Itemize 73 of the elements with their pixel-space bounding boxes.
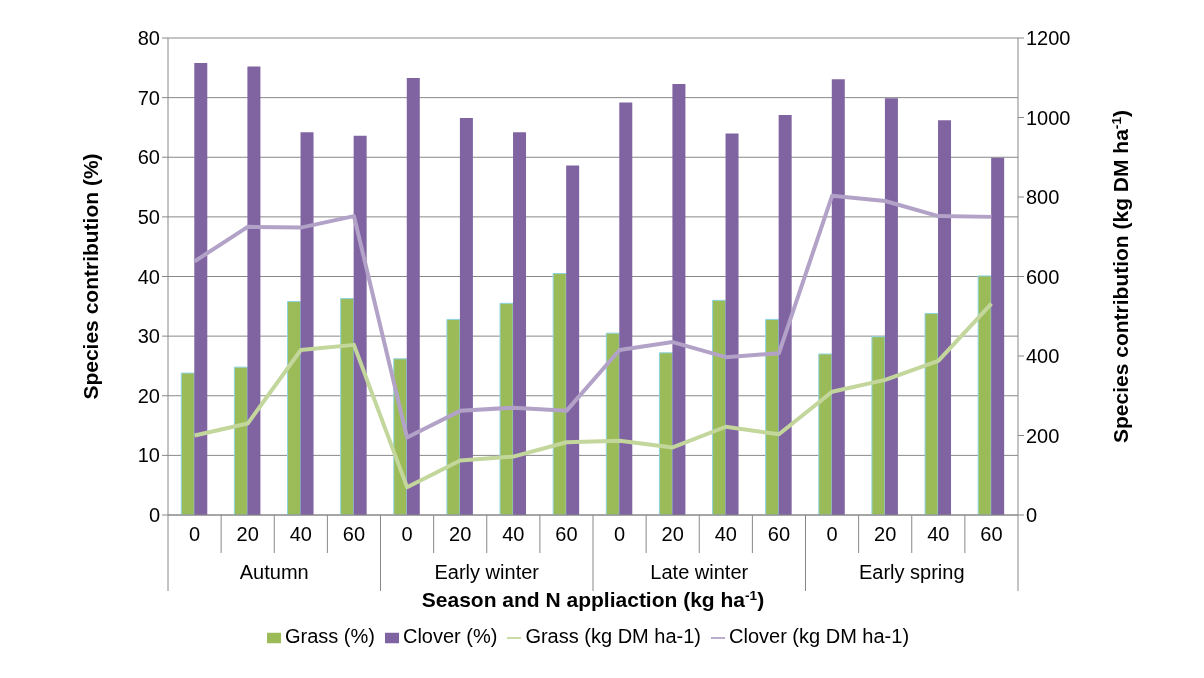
bar (406, 77, 420, 515)
bar (340, 298, 355, 515)
bar (566, 165, 580, 515)
x-tick-label: 40 (502, 523, 525, 545)
y2-tick-label: 0 (1026, 504, 1038, 527)
y2-tick-label: 600 (1026, 265, 1060, 288)
x-tick-label: 0 (614, 523, 626, 545)
bar (725, 133, 739, 515)
x-tick-label: 40 (714, 523, 737, 545)
text: Early spring (858, 561, 965, 583)
legend-label: Grass (kg DM ha-1) (525, 625, 701, 647)
x-tick-label: 60 (767, 523, 791, 545)
bar (459, 117, 473, 515)
x-tick-label: 0 (826, 523, 838, 545)
y-tick-label: 0 (148, 504, 160, 527)
bar (765, 318, 780, 515)
x-tick-label: 20 (236, 523, 259, 545)
bar (287, 301, 302, 515)
x-tick-label: 0 (189, 523, 201, 545)
bar (446, 318, 461, 515)
bar (300, 132, 314, 515)
y-tick-label: 70 (137, 86, 160, 109)
legend-label: Clover (%) (402, 625, 498, 647)
bar (180, 372, 195, 515)
bar (233, 366, 248, 515)
bar (194, 63, 208, 515)
y-axis-title: Species contribution (%) (79, 153, 102, 400)
y-tick-label: 10 (137, 444, 160, 467)
text: Late winter (650, 561, 749, 583)
bar (247, 66, 261, 515)
y-tick-label: 80 (137, 27, 160, 50)
bar (499, 302, 514, 515)
legend-label: Clover (kg DM ha-1) (729, 625, 910, 647)
y2-tick-label: 400 (1026, 345, 1060, 368)
x-tick-label: 20 (661, 523, 684, 545)
bar (991, 157, 1005, 515)
y-tick-label: 50 (137, 205, 160, 228)
bar (818, 353, 833, 515)
x-tick-label: 40 (927, 523, 950, 545)
y-tick-label: 60 (137, 146, 160, 169)
x-tick-label: 60 (980, 523, 1003, 545)
x-tick-label: 20 (449, 523, 472, 545)
bar (353, 135, 367, 515)
bar (871, 336, 886, 515)
y2-tick-label: 800 (1026, 186, 1060, 209)
bar (977, 275, 992, 515)
line-series (192, 301, 994, 490)
text: Autumn (239, 561, 309, 583)
bar (778, 114, 792, 515)
bar (831, 79, 845, 515)
bar (712, 299, 727, 515)
bar (672, 83, 686, 515)
line-series (192, 193, 994, 440)
x-tick-label: 60 (342, 523, 366, 545)
bar (884, 98, 898, 515)
y-tick-label: 40 (137, 265, 160, 288)
y-tick-label: 30 (137, 325, 160, 348)
legend-label: Grass (%) (284, 625, 375, 647)
y2-tick-label: 200 (1026, 424, 1060, 447)
x-tick-label: 20 (874, 523, 897, 545)
y2-tick-label: 1000 (1026, 106, 1071, 129)
bar (658, 352, 673, 515)
x-tick-label: 40 (289, 523, 312, 545)
text: Early winter (434, 561, 540, 583)
y-tick-label: 20 (137, 384, 160, 407)
x-tick-label: 60 (555, 523, 578, 545)
y2-tick-label: 1200 (1026, 27, 1071, 50)
bar (513, 132, 527, 515)
bar (924, 312, 939, 515)
x-axis-title: Season and N appliaction (kg ha$^{-1}$) (421, 587, 765, 611)
x-tick-label: 0 (401, 523, 413, 545)
bar (938, 120, 952, 515)
bar (619, 102, 633, 515)
